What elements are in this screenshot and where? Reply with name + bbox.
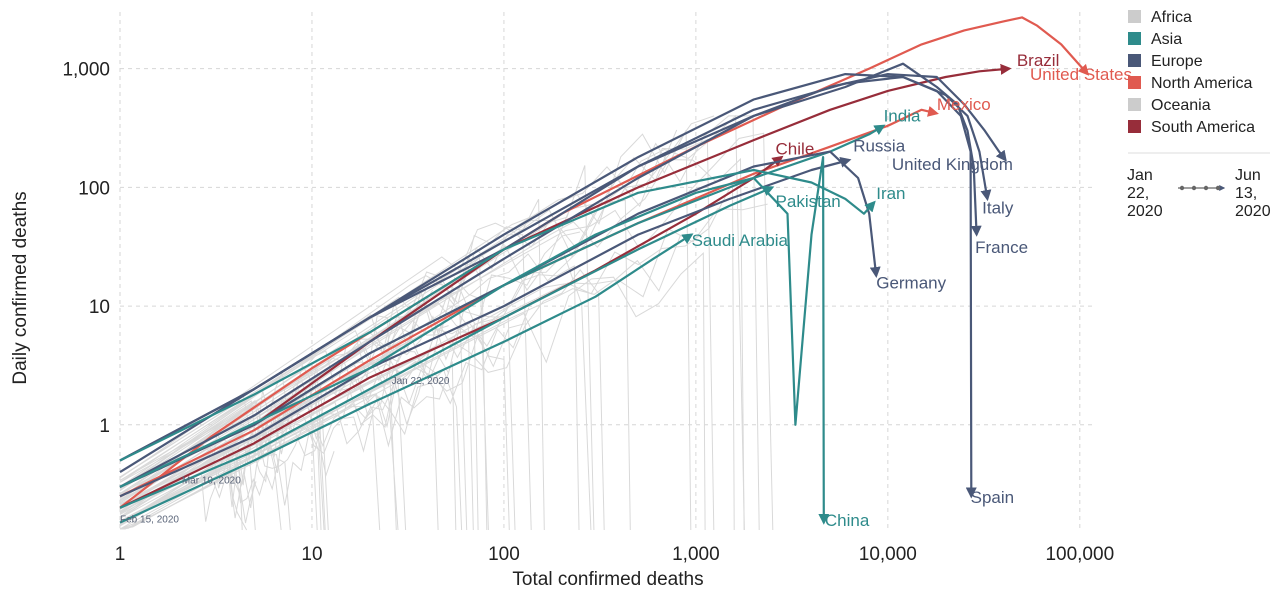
legend-label: Europe [1151,53,1203,70]
series-lines [119,16,1090,525]
background-line [119,307,474,531]
legend-label: Oceania [1151,97,1211,114]
country-label: Iran [876,184,905,203]
background-line [119,307,530,530]
country-label: Pakistan [776,192,841,211]
series-line-spain [119,73,977,499]
legend-swatch [1128,10,1141,23]
series-line-pakistan [119,185,775,509]
time-range-end: Jun 13, 2020 [1235,167,1271,220]
country-label: Spain [971,488,1014,507]
time-dot [1215,185,1221,191]
country-label: Germany [876,274,946,293]
background-country-lines [119,114,774,531]
y-tick-label: 1 [99,416,110,437]
legend-label: South America [1151,119,1255,136]
country-label: Chile [776,139,815,158]
series-line-china [119,156,830,525]
x-axis-title: Total confirmed deaths [512,569,703,590]
series-line-iran [119,168,876,462]
x-tick-label: 10,000 [859,544,917,565]
background-line [119,429,335,530]
y-tick-label: 10 [89,297,110,318]
background-line [119,289,468,531]
time-dot [1179,185,1185,191]
country-label: Saudi Arabia [692,231,789,250]
background-line [119,374,407,531]
legend: Africa Asia Europe North America Oceania Sout… [1128,9,1270,154]
legend-label: Africa [1151,9,1192,26]
legend-label: North America [1151,75,1252,92]
country-label: Russia [853,137,906,156]
background-line [119,235,681,524]
x-tick-label: 1,000 [672,544,720,565]
time-range-legend: Jan 22, 2020 Jun 13, 2020 [1127,167,1271,220]
background-line [119,252,592,531]
time-dot [1191,185,1197,191]
country-label: France [975,238,1028,257]
date-annotation: Mar 10, 2020 [182,476,241,487]
country-label: China [825,511,870,530]
legend-swatch [1128,76,1141,89]
date-annotation: Jan 22, 2020 [392,376,450,387]
x-axis-ticks: 1 10 100 1,000 10,000 100,000 [115,544,1114,565]
series-line-brazil [119,63,1012,488]
series-line-saudi-arabia [119,233,694,524]
y-axis-title: Daily confirmed deaths [10,191,31,384]
series-line-russia [119,156,852,498]
country-label: United Kingdom [892,155,1013,174]
y-tick-label: 1,000 [62,60,110,81]
country-label: Mexico [937,95,991,114]
country-label: United States [1030,65,1132,84]
country-label: Brazil [1017,51,1060,70]
x-tick-label: 100 [488,544,520,565]
y-axis-ticks: 1 10 100 1,000 [62,60,110,437]
x-tick-label: 10 [301,544,322,565]
country-label: India [884,106,921,125]
date-annotations: Jan 22, 2020 Mar 10, 2020 Feb 15, 2020 [120,376,450,525]
country-label: Italy [982,199,1014,218]
time-dot [1203,185,1209,191]
x-tick-label: 100,000 [1045,544,1114,565]
legend-swatch [1128,54,1141,67]
legend-swatch [1128,32,1141,45]
background-line [119,182,735,531]
date-annotation: Feb 15, 2020 [120,515,179,526]
legend-swatch [1128,98,1141,111]
background-line [119,157,745,531]
legend-label: Asia [1151,31,1182,48]
time-range-start: Jan 22, 2020 [1127,167,1163,220]
series-line-germany [119,150,881,488]
y-tick-label: 100 [78,178,110,199]
legend-swatch [1128,120,1141,133]
x-tick-label: 1 [115,544,126,565]
